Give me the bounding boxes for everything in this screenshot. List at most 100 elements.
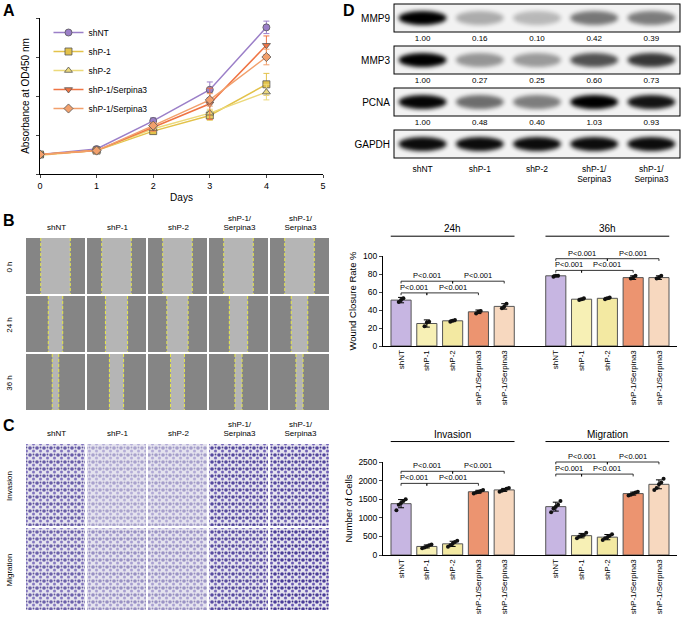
svg-text:shNT: shNT	[551, 559, 560, 578]
svg-text:MMP3: MMP3	[361, 55, 390, 66]
svg-text:shNT: shNT	[397, 559, 406, 578]
svg-text:3: 3	[207, 181, 212, 191]
svg-text:shP-1/Serpina3: shP-1/Serpina3	[655, 559, 664, 615]
svg-text:shP-1: shP-1	[422, 559, 431, 580]
svg-text:shP-1/Serpina3: shP-1/Serpina3	[88, 104, 147, 114]
svg-text:shP-1/Serpina3: shP-1/Serpina3	[500, 559, 509, 615]
svg-text:GAPDH: GAPDH	[354, 139, 390, 150]
svg-text:0.25: 0.25	[529, 76, 545, 85]
svg-text:shNT: shNT	[412, 164, 432, 174]
svg-text:4: 4	[264, 181, 269, 191]
svg-text:shP-1/Serpina3: shP-1/Serpina3	[474, 350, 483, 406]
svg-text:shNT: shNT	[47, 429, 66, 438]
svg-text:Serpina3: Serpina3	[284, 223, 317, 232]
svg-text:24h: 24h	[444, 223, 461, 234]
svg-text:1.00: 1.00	[415, 118, 431, 127]
svg-text:5: 5	[320, 181, 325, 191]
svg-text:MMP9: MMP9	[361, 13, 390, 24]
svg-text:0.73: 0.73	[644, 76, 660, 85]
svg-text:P<0.001: P<0.001	[439, 473, 467, 482]
svg-text:0.60: 0.60	[586, 76, 602, 85]
svg-text:shP-1: shP-1	[422, 350, 431, 371]
svg-text:60: 60	[368, 287, 378, 297]
svg-text:P<0.001: P<0.001	[568, 452, 596, 461]
svg-text:1.00: 1.00	[415, 76, 431, 85]
svg-text:P<0.001: P<0.001	[593, 464, 621, 473]
svg-text:P<0.001: P<0.001	[413, 461, 441, 470]
svg-text:shP-2: shP-2	[603, 350, 612, 371]
svg-text:P<0.001: P<0.001	[568, 249, 596, 258]
svg-text:shP-1/: shP-1/	[289, 214, 313, 223]
svg-text:Days: Days	[170, 192, 193, 203]
svg-text:shP-1/: shP-1/	[228, 214, 252, 223]
svg-text:1: 1	[94, 181, 99, 191]
svg-text:Invasion: Invasion	[434, 429, 471, 440]
svg-text:0.27: 0.27	[472, 76, 488, 85]
svg-text:PCNA: PCNA	[362, 97, 390, 108]
svg-text:shNT: shNT	[397, 350, 406, 369]
svg-text:0.16: 0.16	[472, 34, 488, 43]
svg-text:shP-2: shP-2	[88, 66, 110, 76]
svg-text:0.10: 0.10	[529, 34, 545, 43]
svg-text:P<0.001: P<0.001	[400, 283, 428, 292]
svg-text:Invasion: Invasion	[5, 471, 14, 501]
svg-text:2000: 2000	[358, 476, 377, 486]
svg-text:shP-1/: shP-1/	[289, 420, 313, 429]
svg-text:1.03: 1.03	[586, 118, 602, 127]
svg-text:shP-1: shP-1	[88, 47, 110, 57]
svg-text:500: 500	[363, 531, 377, 541]
svg-text:1500: 1500	[358, 494, 377, 504]
svg-text:shP-1/Serpina3: shP-1/Serpina3	[474, 559, 483, 615]
svg-text:shNT: shNT	[47, 223, 66, 232]
svg-text:Wound Closure Rate %: Wound Closure Rate %	[347, 251, 358, 351]
svg-text:shP-1/: shP-1/	[228, 420, 252, 429]
svg-text:shP-1/Serpina3: shP-1/Serpina3	[88, 85, 147, 95]
svg-text:Serpina3: Serpina3	[634, 174, 668, 184]
svg-text:1.00: 1.00	[415, 34, 431, 43]
svg-text:40: 40	[368, 305, 378, 315]
svg-text:shP-1/Serpina3: shP-1/Serpina3	[655, 350, 664, 406]
svg-text:shP-1: shP-1	[107, 429, 128, 438]
svg-text:Number of Cells: Number of Cells	[343, 474, 354, 542]
svg-text:0: 0	[373, 550, 378, 560]
svg-text:shNT: shNT	[88, 28, 108, 38]
svg-text:Migration: Migration	[5, 554, 14, 587]
svg-text:Serpina3: Serpina3	[284, 429, 317, 438]
svg-text:0.39: 0.39	[644, 34, 660, 43]
svg-text:P<0.001: P<0.001	[593, 260, 621, 269]
svg-text:P<0.001: P<0.001	[555, 260, 583, 269]
svg-text:shP-2: shP-2	[448, 559, 457, 580]
svg-text:Serpina3: Serpina3	[223, 429, 256, 438]
svg-text:shP-2: shP-2	[448, 350, 457, 371]
svg-text:shNT: shNT	[551, 350, 560, 369]
svg-text:P<0.001: P<0.001	[464, 461, 492, 470]
svg-text:0.42: 0.42	[586, 34, 602, 43]
svg-text:1000: 1000	[358, 513, 377, 523]
svg-text:P<0.001: P<0.001	[619, 452, 647, 461]
svg-text:shP-2: shP-2	[526, 164, 548, 174]
svg-text:2500: 2500	[358, 457, 377, 467]
svg-text:100: 100	[363, 251, 377, 261]
svg-text:shP-2: shP-2	[168, 223, 189, 232]
svg-text:Serpina3: Serpina3	[577, 174, 611, 184]
svg-text:0 h: 0 h	[5, 261, 14, 272]
svg-text:P<0.001: P<0.001	[439, 283, 467, 292]
svg-text:shP-1/Serpina3: shP-1/Serpina3	[629, 559, 638, 615]
svg-text:shP-2: shP-2	[603, 559, 612, 580]
svg-text:shP-1: shP-1	[107, 223, 128, 232]
svg-text:P<0.001: P<0.001	[400, 473, 428, 482]
svg-text:24 h: 24 h	[5, 317, 14, 333]
svg-text:Absorbance at OD450 nm: Absorbance at OD450 nm	[20, 38, 31, 154]
svg-text:shP-1: shP-1	[469, 164, 491, 174]
svg-text:P<0.001: P<0.001	[464, 271, 492, 280]
svg-text:36h: 36h	[599, 223, 616, 234]
svg-text:shP-1/: shP-1/	[582, 164, 607, 174]
svg-text:shP-2: shP-2	[168, 429, 189, 438]
svg-text:shP-1/Serpina3: shP-1/Serpina3	[500, 350, 509, 406]
svg-text:36 h: 36 h	[5, 375, 14, 391]
svg-text:0.40: 0.40	[529, 118, 545, 127]
svg-text:0.93: 0.93	[644, 118, 660, 127]
svg-text:P<0.001: P<0.001	[619, 249, 647, 258]
svg-text:P<0.001: P<0.001	[555, 464, 583, 473]
svg-text:shP-1: shP-1	[577, 350, 586, 371]
